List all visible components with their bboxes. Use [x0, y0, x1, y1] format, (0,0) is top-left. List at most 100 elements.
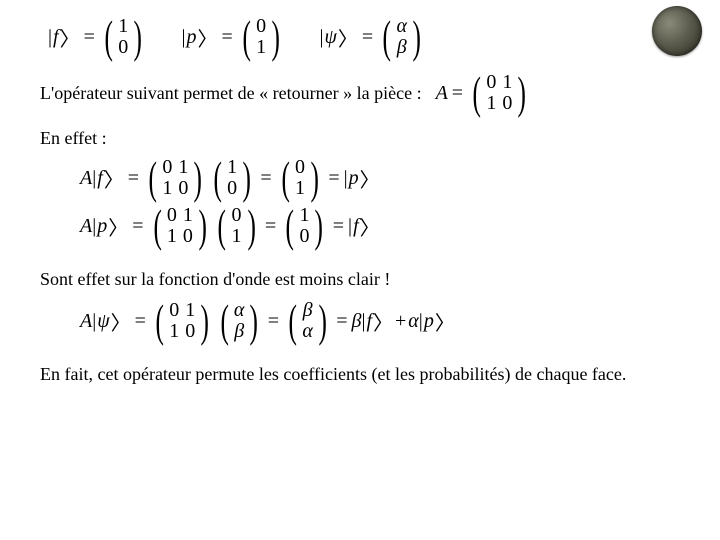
column-vector: ( 0 1 ) — [214, 205, 259, 247]
page-root: | f 〉 = ( 1 0 ) | p 〉 = ( 0 1 — [0, 0, 720, 403]
equals-sign: = — [135, 310, 146, 333]
term-ket: f — [366, 310, 372, 333]
m-entry: 0 — [183, 226, 193, 247]
matrix-paren: ( 01 10 ) — [469, 72, 530, 114]
ket-angle: 〉 — [373, 307, 393, 336]
m-entry: 1 — [185, 300, 195, 321]
equals-sign: = — [362, 26, 373, 49]
m-entry: 0 — [162, 157, 172, 178]
matrix-A-def: A = ( 01 10 ) — [436, 72, 532, 114]
ket-name: p — [97, 215, 107, 238]
ket-angle: 〉 — [435, 307, 455, 336]
vec-entry: 0 — [232, 205, 242, 226]
vec-entry: 1 — [227, 157, 237, 178]
vec-entry: β — [303, 300, 313, 321]
vec-entry: 1 — [295, 178, 305, 199]
matrix-A-name: A — [436, 82, 448, 105]
coef: β — [351, 310, 361, 333]
ket-p-name: p — [187, 26, 197, 49]
m-entry: 1 — [169, 321, 179, 342]
ket-bar: | — [348, 215, 352, 238]
m-entry: 1 — [167, 226, 177, 247]
m-entry: 1 — [486, 93, 496, 114]
operator-intro-row: L'opérateur suivant permet de « retourne… — [40, 72, 680, 114]
term-ket: p — [424, 310, 434, 333]
proof-Apsi: A | ψ 〉 = ( 01 10 ) ( α β ) = ( β α ) = … — [80, 300, 680, 342]
column-vector: ( α β ) — [379, 16, 424, 58]
column-vector: ( 1 0 ) — [210, 157, 255, 199]
vec-entry: α — [234, 300, 245, 321]
equals-sign: = — [132, 215, 143, 238]
ket-bar: | — [419, 310, 423, 333]
operator-A: A — [80, 310, 92, 333]
equals-sign: = — [265, 215, 276, 238]
ket-psi-name: ψ — [324, 26, 336, 49]
plus-sign: + — [395, 310, 406, 333]
vec-entry: 1 — [118, 16, 128, 37]
conclusion-text: En fait, cet opérateur permute les coeff… — [40, 364, 680, 385]
ket-f-name: f — [53, 26, 59, 49]
ket-bar: | — [92, 310, 96, 333]
m-entry: 0 — [185, 321, 195, 342]
proof-Ap: A | p 〉 = ( 01 10 ) ( 0 1 ) = ( 1 0 ) = … — [80, 205, 680, 247]
vec-entry: β — [234, 321, 244, 342]
ket-bar: | — [182, 26, 186, 49]
equals-sign: = — [328, 167, 339, 190]
ket-angle: 〉 — [360, 164, 380, 193]
ket-bar: | — [92, 167, 96, 190]
m-entry: 0 — [486, 72, 496, 93]
ket-angle: 〉 — [360, 212, 380, 241]
vec-entry: 0 — [256, 16, 266, 37]
vec-entry: 0 — [299, 226, 309, 247]
equals-sign: = — [333, 215, 344, 238]
m-entry: 0 — [178, 178, 188, 199]
vec-entry: 0 — [295, 157, 305, 178]
vec-entry: β — [397, 37, 407, 58]
ket-bar: | — [319, 26, 323, 49]
ket-psi-def: | ψ 〉 = ( α β ) — [319, 16, 426, 58]
ket-definitions-row: | f 〉 = ( 1 0 ) | p 〉 = ( 0 1 — [48, 16, 680, 58]
vec-entry: 1 — [232, 226, 242, 247]
result-ket: p — [349, 167, 359, 190]
m-entry: 1 — [162, 178, 172, 199]
vec-entry: 0 — [227, 178, 237, 199]
ket-name: f — [97, 167, 103, 190]
column-vector: ( 0 1 ) — [239, 16, 284, 58]
vec-entry: α — [397, 16, 408, 37]
equals-sign: = — [128, 167, 139, 190]
equals-sign: = — [452, 82, 463, 105]
proof-Af: A | f 〉 = ( 01 10 ) ( 1 0 ) = ( 0 1 ) = … — [80, 157, 680, 199]
ket-angle: 〉 — [198, 23, 218, 52]
equals-sign: = — [222, 26, 233, 49]
ket-bar: | — [361, 310, 365, 333]
matrix-paren: ( 01 10 ) — [145, 157, 206, 199]
result-ket: f — [353, 215, 359, 238]
ket-bar: | — [344, 167, 348, 190]
m-entry: 0 — [502, 93, 512, 114]
column-vector: ( α β ) — [217, 300, 262, 342]
vec-entry: α — [302, 321, 313, 342]
equals-sign: = — [336, 310, 347, 333]
ket-bar: | — [48, 26, 52, 49]
effect-text: Sont effet sur la fonction d'onde est mo… — [40, 269, 680, 290]
operator-text: L'opérateur suivant permet de « retourne… — [40, 83, 422, 104]
m-entry: 1 — [183, 205, 193, 226]
operator-A: A — [80, 167, 92, 190]
en-effet-text: En effet : — [40, 128, 680, 149]
m-entry: 1 — [178, 157, 188, 178]
m-entry: 1 — [502, 72, 512, 93]
column-vector: ( 0 1 ) — [278, 157, 323, 199]
ket-bar: | — [92, 215, 96, 238]
ket-f-def: | f 〉 = ( 1 0 ) — [48, 16, 148, 58]
ket-angle: 〉 — [108, 212, 128, 241]
equals-sign: = — [84, 26, 95, 49]
column-vector: ( 1 0 ) — [101, 16, 146, 58]
m-entry: 0 — [167, 205, 177, 226]
m-entry: 0 — [169, 300, 179, 321]
equals-sign: = — [260, 167, 271, 190]
matrix-paren: ( 01 10 ) — [150, 205, 211, 247]
matrix-paren: ( 01 10 ) — [152, 300, 213, 342]
vec-entry: 0 — [118, 37, 128, 58]
ket-p-def: | p 〉 = ( 0 1 ) — [182, 16, 286, 58]
vec-entry: 1 — [256, 37, 266, 58]
